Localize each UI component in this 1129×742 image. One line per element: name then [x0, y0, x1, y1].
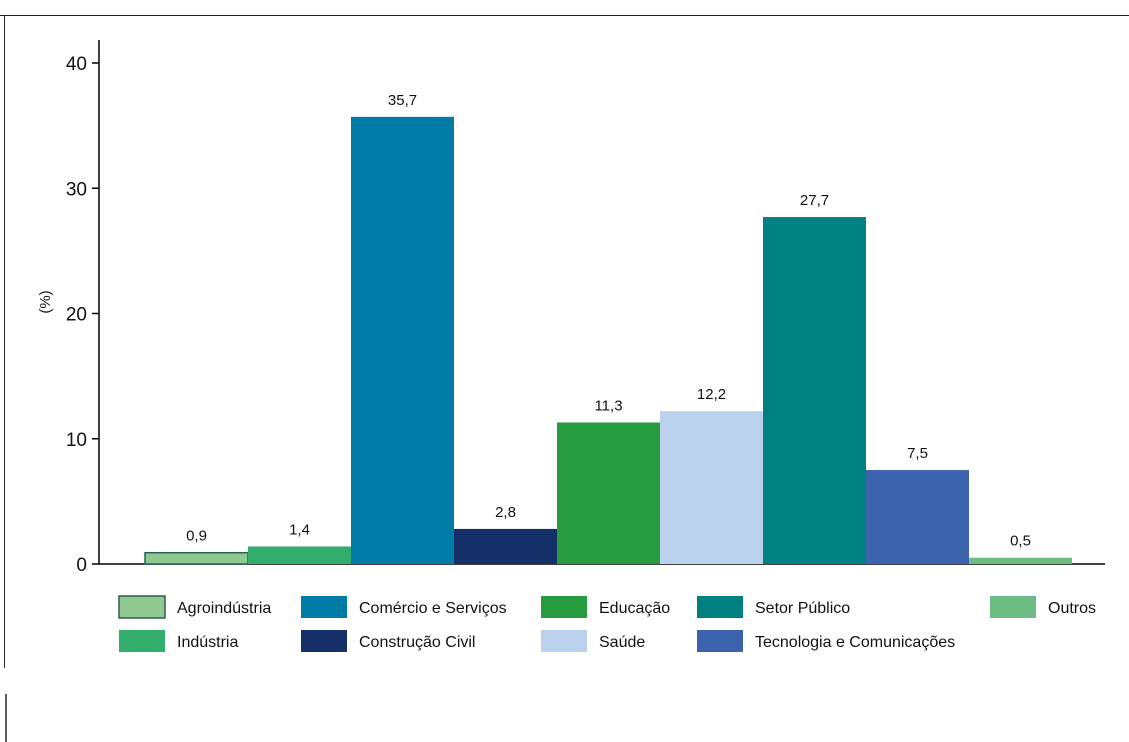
y-tick-label: 20: [66, 305, 87, 326]
bar: [454, 528, 557, 564]
legend-swatch: [990, 596, 1036, 618]
y-tick-label: 40: [66, 54, 87, 75]
legend-swatch: [301, 596, 347, 618]
legend-swatch: [697, 596, 743, 618]
legend-swatch: [118, 595, 166, 619]
legend-label: Educação: [599, 600, 670, 617]
y-tick-label: 0: [76, 555, 87, 576]
legend-label: Comércio e Serviços: [359, 600, 507, 617]
legend-swatch: [541, 630, 587, 652]
data-label: 0,5: [1010, 533, 1031, 550]
bar: [248, 546, 351, 564]
legend-label: Tecnologia e Comunicações: [755, 634, 955, 651]
data-label: 27,7: [800, 192, 829, 209]
bar: [351, 116, 454, 565]
y-axis-ticks: 0 10 20 30 40: [66, 54, 99, 576]
legend-label: Construção Civil: [359, 634, 475, 651]
y-tick-label: 30: [66, 179, 87, 200]
data-label: 35,7: [388, 92, 417, 109]
bar: [866, 470, 969, 564]
legend-label: Outros: [1048, 600, 1096, 617]
legend-label: Setor Público: [755, 600, 850, 617]
bar: [557, 422, 660, 564]
data-label: 2,8: [495, 504, 516, 521]
data-label: 11,3: [594, 397, 622, 414]
y-tick-label: 10: [66, 430, 87, 451]
legend-swatch: [119, 630, 165, 652]
data-label: 1,4: [289, 521, 310, 538]
legend-label: Indústria: [177, 634, 238, 651]
bars: [144, 116, 1072, 565]
y-axis-label: (%): [37, 290, 54, 313]
data-label: 0,9: [186, 528, 207, 545]
legend-swatch: [541, 596, 587, 618]
data-label: 7,5: [907, 445, 928, 462]
legend: Agroindústria Indústria Comércio e Serviço…: [118, 595, 1096, 652]
data-labels: 0,9 1,4 35,7 2,8 11,3 12,2 27,7 7,5 0,5: [186, 92, 1031, 550]
legend-swatch: [301, 630, 347, 652]
legend-swatch: [697, 630, 743, 652]
legend-label: Saúde: [599, 634, 645, 651]
bar: [144, 551, 249, 565]
data-label: 12,2: [697, 386, 726, 403]
bar: [969, 557, 1072, 564]
bar: [660, 411, 763, 564]
bar: [763, 217, 866, 564]
legend-label: Agroindústria: [177, 600, 271, 617]
